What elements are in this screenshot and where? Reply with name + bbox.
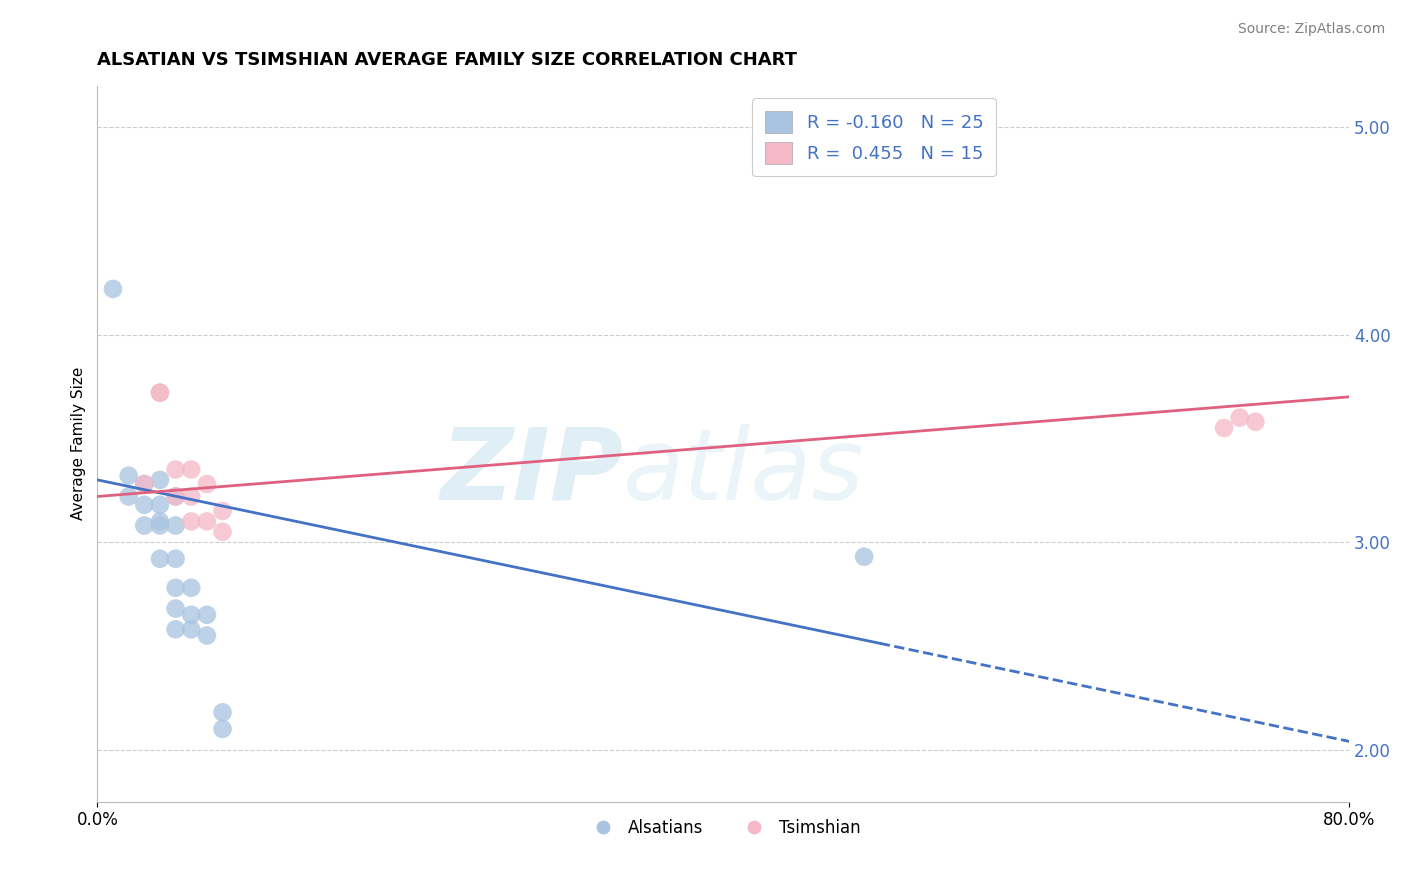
Legend: Alsatians, Tsimshian: Alsatians, Tsimshian bbox=[579, 812, 868, 843]
Point bbox=[211, 524, 233, 539]
Point bbox=[195, 515, 218, 529]
Point bbox=[117, 468, 139, 483]
Point bbox=[149, 473, 172, 487]
Point bbox=[101, 282, 124, 296]
Point bbox=[1244, 415, 1267, 429]
Text: ZIP: ZIP bbox=[440, 424, 623, 521]
Point bbox=[1229, 410, 1251, 425]
Point bbox=[853, 549, 876, 564]
Text: Source: ZipAtlas.com: Source: ZipAtlas.com bbox=[1237, 22, 1385, 37]
Point bbox=[165, 518, 187, 533]
Point bbox=[1213, 421, 1236, 435]
Point bbox=[134, 477, 156, 491]
Point bbox=[134, 498, 156, 512]
Point bbox=[149, 551, 172, 566]
Point bbox=[165, 551, 187, 566]
Point bbox=[134, 477, 156, 491]
Point bbox=[180, 462, 202, 476]
Text: ALSATIAN VS TSIMSHIAN AVERAGE FAMILY SIZE CORRELATION CHART: ALSATIAN VS TSIMSHIAN AVERAGE FAMILY SIZ… bbox=[97, 51, 797, 69]
Point bbox=[180, 622, 202, 636]
Point bbox=[165, 581, 187, 595]
Text: atlas: atlas bbox=[623, 424, 865, 521]
Point bbox=[165, 622, 187, 636]
Point bbox=[149, 385, 172, 400]
Point bbox=[180, 515, 202, 529]
Point bbox=[211, 706, 233, 720]
Point bbox=[195, 628, 218, 642]
Point bbox=[149, 518, 172, 533]
Point bbox=[149, 385, 172, 400]
Point bbox=[180, 490, 202, 504]
Point bbox=[211, 504, 233, 518]
Point bbox=[165, 490, 187, 504]
Point bbox=[149, 498, 172, 512]
Point bbox=[165, 462, 187, 476]
Point bbox=[211, 722, 233, 736]
Point bbox=[195, 607, 218, 622]
Point bbox=[149, 515, 172, 529]
Point bbox=[180, 607, 202, 622]
Y-axis label: Average Family Size: Average Family Size bbox=[72, 367, 86, 520]
Point bbox=[165, 490, 187, 504]
Point bbox=[165, 601, 187, 615]
Point bbox=[180, 581, 202, 595]
Point bbox=[117, 490, 139, 504]
Point bbox=[134, 518, 156, 533]
Point bbox=[195, 477, 218, 491]
